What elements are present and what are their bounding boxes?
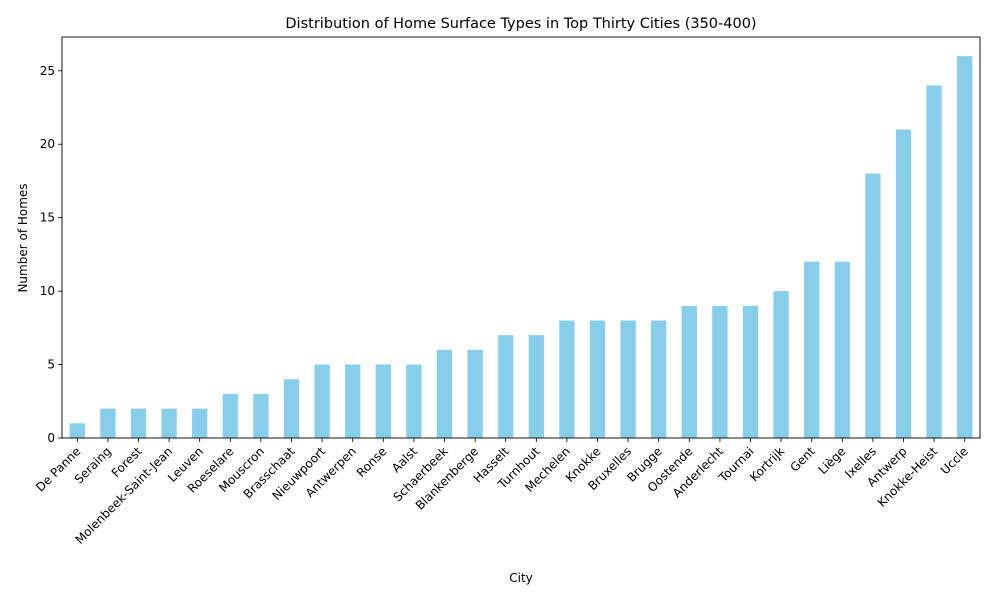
x-tick-label: De Panne [33, 444, 83, 494]
bar-mechelen [559, 320, 575, 438]
bar-seraing [100, 408, 116, 438]
bar-roeselare [222, 393, 238, 438]
x-tick-label: Gent [787, 444, 818, 475]
bar-schaerbeek [436, 349, 453, 438]
bar-knokke-heist [926, 85, 942, 438]
x-tick-label: Ronse [354, 444, 390, 480]
bar-aalst [406, 364, 422, 438]
bar-nieuwpoort [314, 364, 330, 438]
y-tick-label: 0 [47, 431, 55, 445]
bar-tournai [742, 305, 759, 438]
x-axis-title: City [509, 571, 533, 585]
bar-leuven [192, 408, 208, 438]
bar-li-ge [834, 261, 850, 438]
y-tick-label: 10 [40, 284, 55, 298]
bar-bruxelles [620, 320, 636, 438]
x-tick-label: Kortrijk [747, 444, 787, 484]
bar-ixelles [865, 173, 881, 438]
bar-forest [130, 408, 147, 438]
bar-kortrijk [773, 291, 789, 438]
bar-hasselt [498, 335, 514, 438]
bar-anderlecht [712, 305, 728, 438]
bar-blankenberge [467, 349, 483, 438]
bar-uccle [957, 56, 973, 438]
bar-gent [804, 261, 820, 438]
bar-antwerpen [345, 364, 361, 438]
bar-antwerp [895, 129, 912, 439]
bar-knokke [589, 320, 606, 438]
y-axis: 0 5 10 15 20 25 [40, 64, 62, 445]
chart-title: Distribution of Home Surface Types in To… [285, 16, 756, 32]
bar-oostende [681, 305, 697, 438]
y-tick-label: 20 [40, 137, 55, 151]
bars-group [69, 56, 973, 439]
bar-mouscron [253, 393, 269, 438]
y-axis-title: Number of Homes [16, 183, 30, 292]
y-tick-label: 25 [40, 64, 55, 78]
bar-brugge [651, 320, 667, 438]
plot-frame [61, 36, 981, 439]
x-tick-label: Uccle [938, 444, 971, 477]
bar-ronse [375, 364, 391, 438]
bar-molenbeek-saint-jean [161, 408, 177, 438]
bar-turnhout [528, 335, 544, 438]
bar-de-panne [69, 423, 85, 438]
x-axis: De PanneSeraingForestMolenbeek-Saint-Jea… [33, 438, 971, 547]
y-tick-label: 5 [47, 358, 55, 372]
bar-brasschaat [283, 379, 300, 438]
y-tick-label: 15 [40, 211, 55, 225]
